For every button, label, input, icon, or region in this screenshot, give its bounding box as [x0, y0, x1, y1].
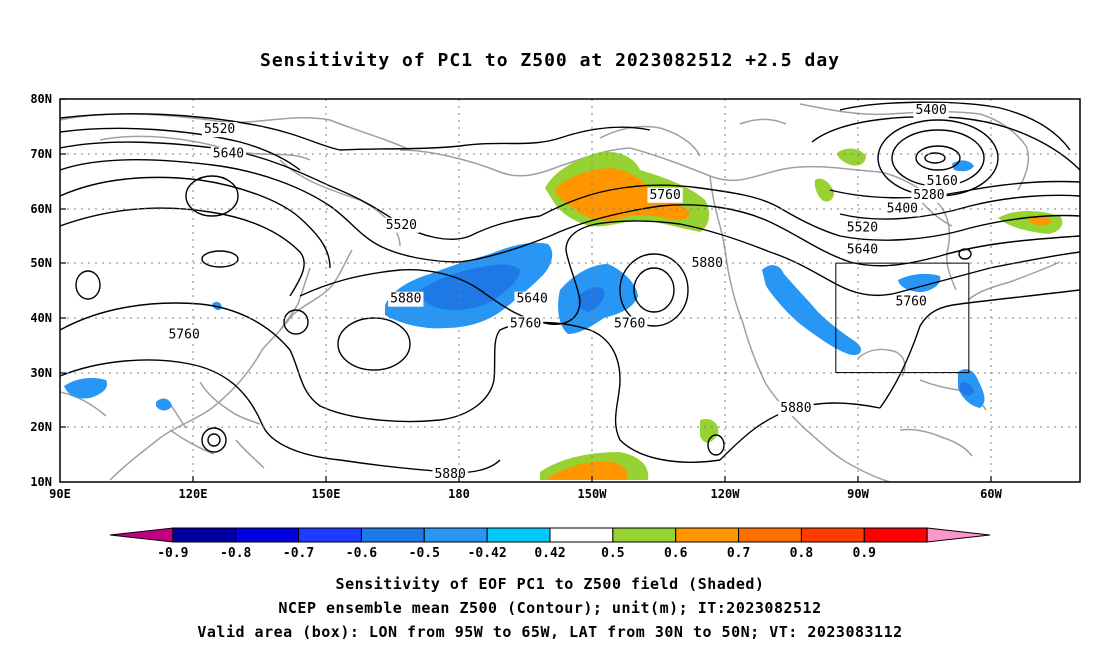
- lon-tick-label: 90E: [49, 487, 71, 501]
- lat-axis: 80N 70N 60N 50N 40N 30N 20N 10N: [30, 92, 52, 489]
- colorbar-swatch: [738, 527, 802, 543]
- footer-line-3: Valid area (box): LON from 95W to 65W, L…: [197, 623, 903, 641]
- footer-line-1: Sensitivity of EOF PC1 to Z500 field (Sh…: [335, 575, 765, 593]
- colorbar-swatch: [549, 527, 614, 543]
- lon-axis: 90E 120E 150E 180 150W 120W 90W 60W: [49, 487, 1002, 501]
- contour-label: 5520: [386, 218, 417, 233]
- colorbar-label: 0.9: [853, 546, 876, 561]
- contour-label-bg: [201, 122, 238, 138]
- lat-tick-label: 20N: [30, 420, 52, 434]
- lon-tick-label: 150W: [578, 487, 608, 501]
- contour-label-bg: [383, 217, 420, 233]
- colorbar-swatch: [172, 527, 237, 543]
- contour-label: 5400: [915, 103, 946, 118]
- contour-label: 5640: [516, 292, 547, 307]
- z500-contours: [60, 101, 1080, 474]
- contour-label-bg: [911, 187, 947, 203]
- colorbar-label: -0.8: [220, 546, 251, 561]
- colorbar-swatch: [109, 527, 174, 543]
- colorbar-swatch: [360, 527, 425, 543]
- colorbar-label: -0.7: [283, 546, 314, 561]
- colorbar-label: 0.42: [534, 546, 565, 561]
- contour-label-bg: [166, 327, 202, 343]
- lon-tick-label: 60W: [980, 487, 1002, 501]
- colorbar-label: -0.5: [409, 546, 440, 561]
- colorbar-label: 0.6: [664, 546, 688, 561]
- contour-label-bg: [844, 242, 881, 258]
- lon-tick-label: 90W: [847, 487, 869, 501]
- map-frame: [59, 98, 1081, 483]
- contour-label: 5760: [510, 316, 541, 331]
- lat-tick-label: 50N: [30, 256, 52, 270]
- contour-label: 5760: [649, 188, 680, 203]
- colorbar-swatch: [675, 527, 740, 543]
- contour-label: 5880: [434, 467, 465, 482]
- lat-tick-label: 80N: [30, 92, 52, 106]
- colorbar-label: -0.9: [157, 546, 188, 561]
- contour-label-bg: [884, 201, 920, 217]
- lat-tick-label: 30N: [30, 366, 52, 380]
- contour-label: 5880: [692, 256, 723, 271]
- lon-tick-label: 120E: [179, 487, 208, 501]
- colorbar-swatch: [423, 527, 488, 543]
- contour-label-bg: [778, 401, 814, 417]
- colorbar-swatch: [926, 527, 991, 543]
- contour-label: 5520: [204, 122, 235, 137]
- lon-tick-label: 180: [448, 487, 470, 501]
- contour-label-bg: [507, 316, 544, 332]
- contour-labels: 5520 5640 5520 5760 5880 5640 5760 5760 5880 5760…: [166, 102, 960, 482]
- contour-label: 5280: [913, 188, 944, 203]
- colorbar-label: -0.42: [468, 546, 507, 561]
- colorbar-label: 0.8: [790, 546, 814, 561]
- colorbar-label: 0.7: [727, 546, 750, 561]
- contour-label-bg: [844, 220, 881, 236]
- lat-tick-label: 60N: [30, 202, 52, 216]
- contour-label: 5640: [847, 242, 878, 257]
- colorbar-swatch: [298, 527, 362, 543]
- contour-label-bg: [689, 256, 725, 272]
- contour-label-bg: [924, 174, 960, 190]
- contour-label: 5400: [887, 201, 918, 216]
- lon-tick-label: 120W: [711, 487, 741, 501]
- lon-tick-label: 150E: [312, 487, 341, 501]
- colorbar-label: 0.5: [601, 546, 624, 561]
- contour-label-bg: [893, 294, 929, 310]
- contour-label: 5640: [213, 147, 244, 162]
- colorbar-swatch: [863, 527, 928, 543]
- contour-label-bg: [913, 102, 949, 118]
- contour-label: 5760: [614, 316, 645, 331]
- colorbar-swatch: [800, 527, 865, 543]
- contour-label: 5760: [168, 327, 199, 342]
- contour-label-bg: [612, 316, 648, 332]
- contour-label: 5880: [780, 401, 811, 416]
- footer-line-2: NCEP ensemble mean Z500 (Contour); unit(…: [278, 599, 822, 617]
- colorbar-label: -0.6: [346, 546, 377, 561]
- contour-label: 5520: [847, 221, 878, 236]
- contour-label: 5160: [927, 174, 958, 189]
- contour-label-bg: [647, 187, 683, 203]
- colorbar-swatch: [486, 527, 551, 543]
- lat-tick-label: 70N: [30, 147, 52, 161]
- contour-label-bg: [210, 146, 247, 162]
- lat-tick-label: 40N: [30, 311, 52, 325]
- lat-tick-label: 10N: [30, 475, 52, 489]
- colorbar: -0.9 -0.8 -0.7 -0.6 -0.5 -0.42 0.42 0.5 0.6 0.7 0.…: [109, 527, 991, 561]
- colorbar-swatch: [235, 527, 300, 543]
- tick-marks: [60, 98, 992, 482]
- valid-area-box: [835, 262, 970, 374]
- colorbar-swatch: [612, 527, 677, 543]
- page-title: Sensitivity of PC1 to Z500 at 2023082512…: [259, 50, 840, 71]
- shaded-sensitivity: [64, 148, 1063, 480]
- contour-label-bg: [388, 291, 424, 307]
- contour-label-bg: [514, 291, 550, 307]
- contour-label: 5880: [390, 292, 421, 307]
- contour-label: 5760: [896, 294, 927, 309]
